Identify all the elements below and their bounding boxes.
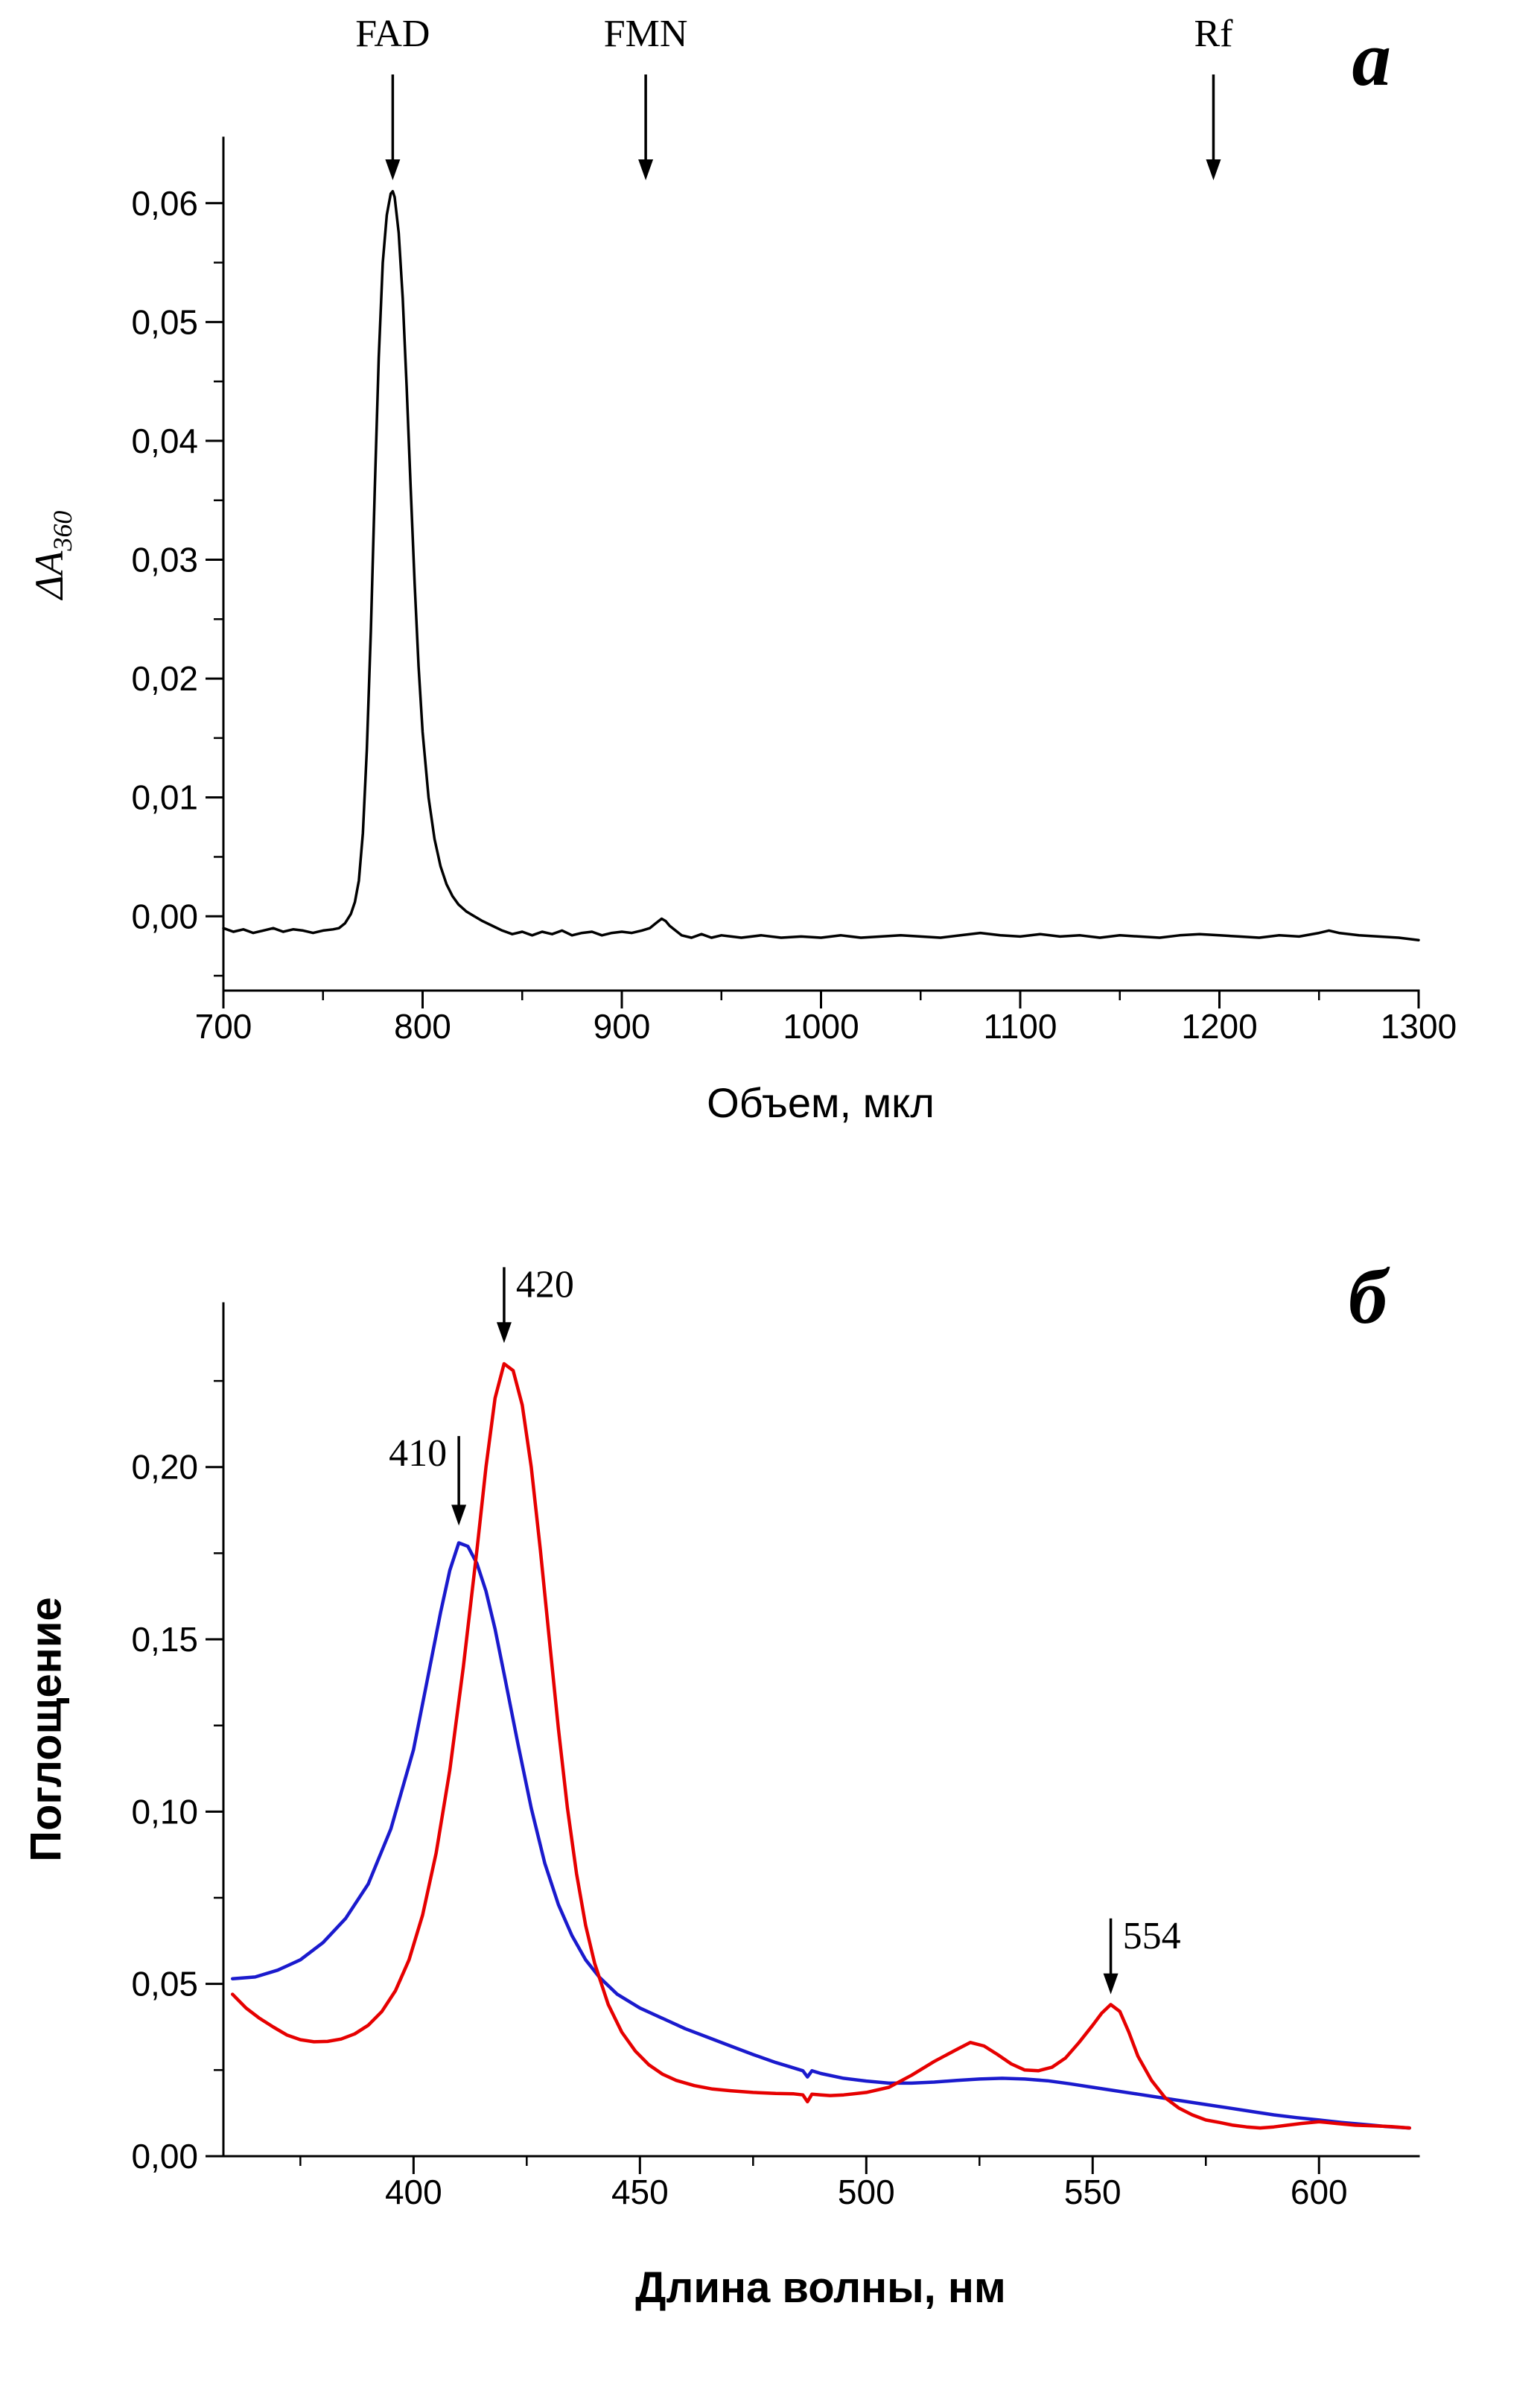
annotation-label: 420: [516, 1263, 574, 1306]
x-tick-label: 500: [838, 2173, 895, 2211]
y-tick-label: 0,00: [131, 897, 198, 935]
annotation-label: 410: [389, 1432, 447, 1475]
panel-a-x-axis-title: Объем, мкл: [707, 1079, 935, 1126]
x-tick-label: 700: [195, 1007, 252, 1046]
panel-b-spectra: 400 450 500 550 600 0,00 0,05 0,10 0,15 0,20 410 42…: [0, 1192, 1540, 2399]
axes: 700 800 900 1000 1100 1200 1300 0,00 0,01 0,02 0,0…: [131, 136, 1457, 1046]
y-tick-label: 0,00: [131, 2137, 198, 2176]
arrow-head-icon: [451, 1504, 467, 1526]
x-tick-label: 450: [611, 2173, 669, 2211]
x-tick-label: 550: [1064, 2173, 1121, 2211]
annotation-Rf: Rf: [1194, 13, 1233, 180]
annotation-label: FAD: [355, 13, 430, 55]
x-tick-label: 900: [594, 1007, 651, 1046]
annotation-FMN: FMN: [604, 13, 688, 180]
x-tick-label: 1000: [783, 1007, 859, 1046]
panel-a-y-axis-title: ΔA360: [26, 511, 78, 600]
x-tick-label: 600: [1291, 2173, 1348, 2211]
panel-a-chromatogram: 700 800 900 1000 1100 1200 1300 0,00 0,01 0,02 0,0…: [0, 0, 1540, 1192]
y-tick-label: 0,04: [131, 422, 198, 460]
y-tick-label: 0,05: [131, 302, 198, 341]
arrow-head-icon: [638, 159, 654, 180]
delta-a-label: ΔA: [27, 550, 72, 600]
annotation-label: FMN: [604, 13, 688, 55]
chromatogram-plot: 700 800 900 1000 1100 1200 1300 0,00 0,01 0,02 0,0…: [131, 13, 1457, 1046]
panel-a-letter: a: [1352, 15, 1392, 102]
annotation-FAD: FAD: [355, 13, 430, 180]
y-tick-label: 0,02: [131, 659, 198, 698]
x-tick-label: 1200: [1181, 1007, 1257, 1046]
panel-b-letter: б: [1348, 1253, 1387, 1340]
absorption-spectra-plot: 400 450 500 550 600 0,00 0,05 0,10 0,15 0,20 410 42…: [131, 1263, 1420, 2211]
x-tick-label: 1300: [1381, 1007, 1457, 1046]
y-tick-label: 0,10: [131, 1792, 198, 1831]
arrow-head-icon: [1103, 1973, 1119, 1995]
arrow-head-icon: [385, 159, 401, 180]
y-tick-label: 0,06: [131, 184, 198, 223]
arrow-head-icon: [1206, 159, 1221, 180]
annotation-420: 420: [496, 1263, 574, 1344]
axes: 400 450 500 550 600 0,00 0,05 0,10 0,15 0,20: [131, 1302, 1420, 2211]
y-tick-label: 0,20: [131, 1448, 198, 1487]
annotation-554: 554: [1103, 1915, 1181, 1995]
x-tick-label: 400: [385, 2173, 442, 2211]
y-tick-label: 0,03: [131, 541, 198, 579]
series-red-spectrum: [230, 1361, 1412, 2130]
y-tick-label: 0,01: [131, 778, 198, 817]
delta-a-subscript: 360: [47, 510, 77, 551]
panel-b-x-axis-title: Длина волны, нм: [635, 2263, 1006, 2312]
panel-b-y-axis-title: Поглощение: [22, 1597, 71, 1862]
annotation-410: 410: [389, 1432, 467, 1526]
y-tick-label: 0,05: [131, 1965, 198, 2004]
series-blue-spectrum: [230, 1541, 1412, 2130]
x-tick-label: 1100: [984, 1007, 1057, 1046]
series-elution-profile: [222, 190, 1420, 941]
x-tick-label: 800: [394, 1007, 451, 1046]
arrow-head-icon: [496, 1322, 512, 1344]
y-tick-label: 0,15: [131, 1620, 198, 1659]
annotation-label: 554: [1123, 1915, 1181, 1957]
annotation-label: Rf: [1194, 13, 1233, 55]
